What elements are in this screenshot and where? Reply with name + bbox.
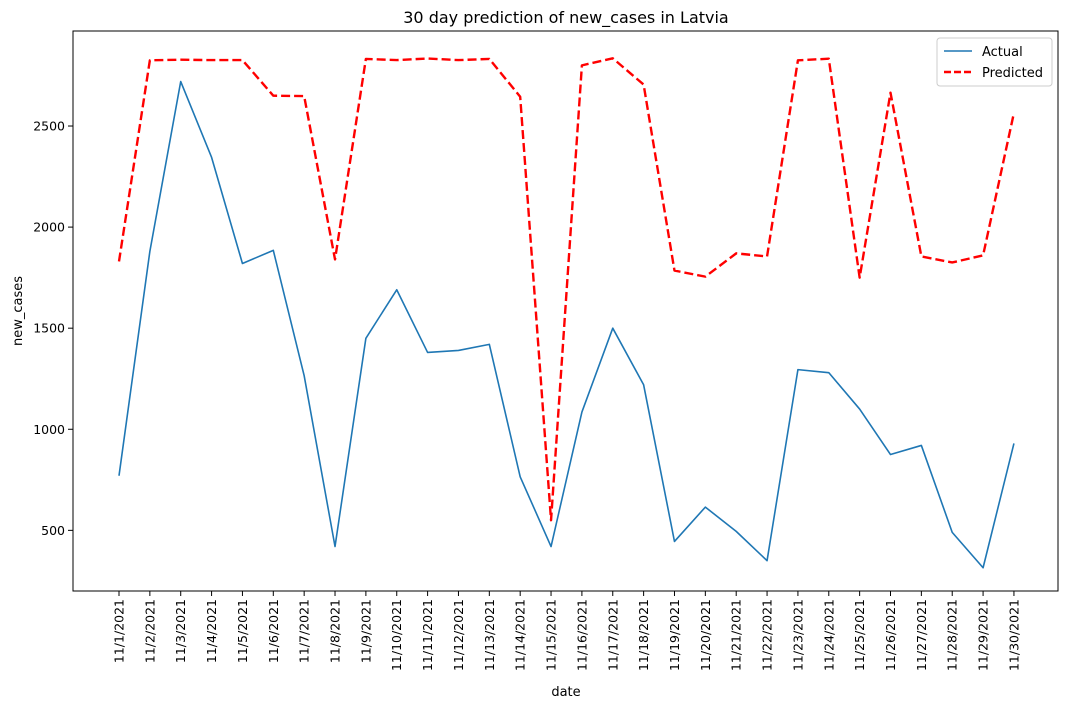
x-tick-label: 11/14/2021 [513, 599, 528, 671]
x-tick-label: 11/25/2021 [852, 599, 867, 671]
x-tick-label: 11/13/2021 [482, 599, 497, 671]
y-axis: 500 1000 1500 2000 2500 [33, 119, 73, 538]
series-line-actual [118, 80, 1015, 569]
x-tick-label: 11/3/2021 [173, 599, 188, 663]
y-tick-label: 2500 [33, 119, 65, 134]
x-tick-label: 11/20/2021 [698, 599, 713, 671]
x-tick-label: 11/2/2021 [142, 599, 157, 663]
plot-frame [72, 30, 1059, 592]
plot-area [72, 30, 1059, 592]
x-tick-label: 11/23/2021 [790, 599, 805, 671]
x-tick-label: 11/4/2021 [204, 599, 219, 663]
x-tick-label: 11/21/2021 [729, 599, 744, 671]
legend-label-predicted: Predicted [982, 66, 1043, 81]
chart-title: 30 day prediction of new_cases in Latvia [403, 8, 728, 28]
x-tick-label: 11/11/2021 [420, 599, 435, 671]
x-tick-label: 11/12/2021 [451, 599, 466, 671]
x-tick-label: 11/6/2021 [266, 599, 281, 663]
x-tick-label: 11/10/2021 [389, 599, 404, 671]
x-tick-label: 11/27/2021 [914, 599, 929, 671]
series-line-predicted [117, 57, 1016, 522]
x-tick-label: 11/26/2021 [883, 599, 898, 671]
legend: Actual Predicted [936, 37, 1053, 87]
y-axis-label: new_cases [11, 276, 26, 346]
x-tick-label: 11/7/2021 [297, 599, 312, 663]
y-tick-label: 500 [41, 523, 65, 538]
y-tick-label: 2000 [33, 220, 65, 235]
x-tick-label: 11/28/2021 [945, 599, 960, 671]
x-tick-label: 11/8/2021 [328, 599, 343, 663]
x-tick-label: 11/1/2021 [112, 599, 127, 663]
x-tick-label: 11/18/2021 [636, 599, 651, 671]
x-tick-label: 11/29/2021 [976, 599, 991, 671]
x-tick-label: 11/9/2021 [358, 599, 373, 663]
x-tick-label: 11/5/2021 [235, 599, 250, 663]
x-tick-label: 11/22/2021 [760, 599, 775, 671]
legend-label-actual: Actual [982, 45, 1023, 60]
y-tick-label: 1000 [33, 422, 65, 437]
x-tick-label: 11/17/2021 [605, 599, 620, 671]
x-tick-label: 11/30/2021 [1006, 599, 1021, 671]
x-tick-label: 11/19/2021 [667, 599, 682, 671]
x-tick-label: 11/24/2021 [821, 599, 836, 671]
x-axis-label: date [551, 685, 580, 700]
y-tick-label: 1500 [33, 321, 65, 336]
legend-box [936, 37, 1053, 87]
x-axis: 11/1/2021 11/2/2021 11/3/2021 11/4/2021 11/5… [112, 591, 1021, 671]
x-tick-label: 11/16/2021 [574, 599, 589, 671]
series-layer [117, 57, 1016, 569]
x-tick-label: 11/15/2021 [544, 599, 559, 671]
